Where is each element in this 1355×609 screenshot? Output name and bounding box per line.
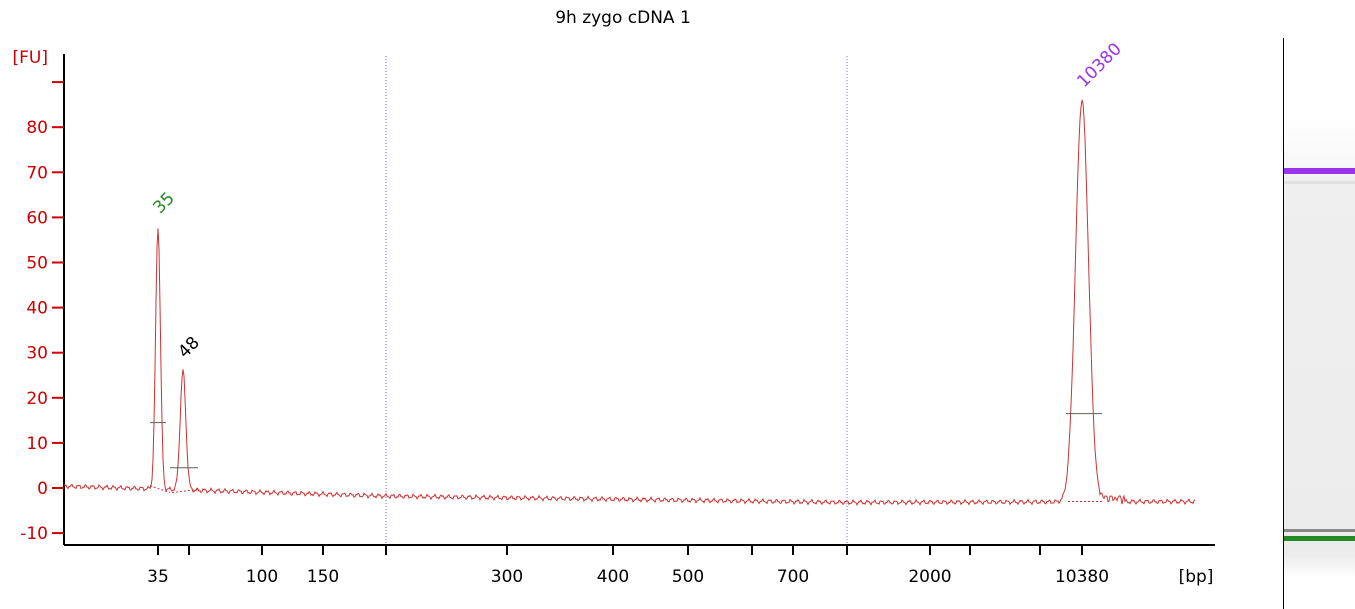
y-axis-unit: [FU]: [13, 48, 49, 68]
x-tick-label: 35: [147, 567, 169, 587]
y-tick-label: -10: [20, 524, 48, 544]
peak-baseline: [171, 488, 201, 494]
y-tick-label: 30: [26, 344, 48, 364]
chart-axes: [63, 54, 1215, 546]
y-axis-ticks: -10 0 10 20 30 40 50 60 70 80: [20, 81, 64, 544]
electropherogram-chart: 9h zygo cDNA 1 -10 0 10 20 30 40 50 60 70 80 35 10…: [13, 8, 1215, 587]
y-tick-label: 0: [37, 479, 48, 499]
gel-faint-band: [1284, 181, 1355, 184]
peak-label: 48: [174, 333, 203, 362]
x-axis-ticks: 35 100 150 300 400 500 700 2000 10380: [147, 545, 1109, 587]
x-tick-label: 500: [672, 567, 704, 587]
x-tick-label: 150: [307, 567, 339, 587]
y-tick-label: 70: [26, 163, 48, 183]
upper-marker-band: [1284, 168, 1355, 174]
y-tick-label: 50: [26, 254, 48, 274]
trace-layer: [63, 99, 1196, 507]
chart-title: 9h zygo cDNA 1: [555, 8, 691, 28]
x-tick-label: 100: [246, 567, 278, 587]
peak-labels: 35 48 10380: [149, 39, 1125, 362]
y-tick-label: 10: [26, 434, 48, 454]
peak-baseline: [149, 485, 171, 493]
x-tick-label: 400: [597, 567, 629, 587]
peak-label: 10380: [1073, 39, 1125, 91]
x-tick-label: 300: [491, 567, 523, 587]
y-tick-label: 20: [26, 389, 48, 409]
x-tick-label: 700: [777, 567, 809, 587]
y-tick-label: 60: [26, 208, 48, 228]
y-tick-label: 40: [26, 299, 48, 319]
peak-label: 35: [149, 189, 178, 218]
y-tick-label: 80: [26, 118, 48, 138]
x-tick-label: 10380: [1055, 567, 1109, 587]
signal-trace: [63, 99, 1196, 507]
gel-lane-image: [1283, 38, 1355, 609]
gel-fragment-band: [1284, 529, 1355, 532]
x-axis-unit: [bp]: [1179, 567, 1214, 587]
gel-lane: [1284, 118, 1355, 578]
reference-lines: [385, 56, 848, 545]
x-tick-label: 2000: [908, 567, 951, 587]
lower-marker-band: [1284, 536, 1355, 541]
